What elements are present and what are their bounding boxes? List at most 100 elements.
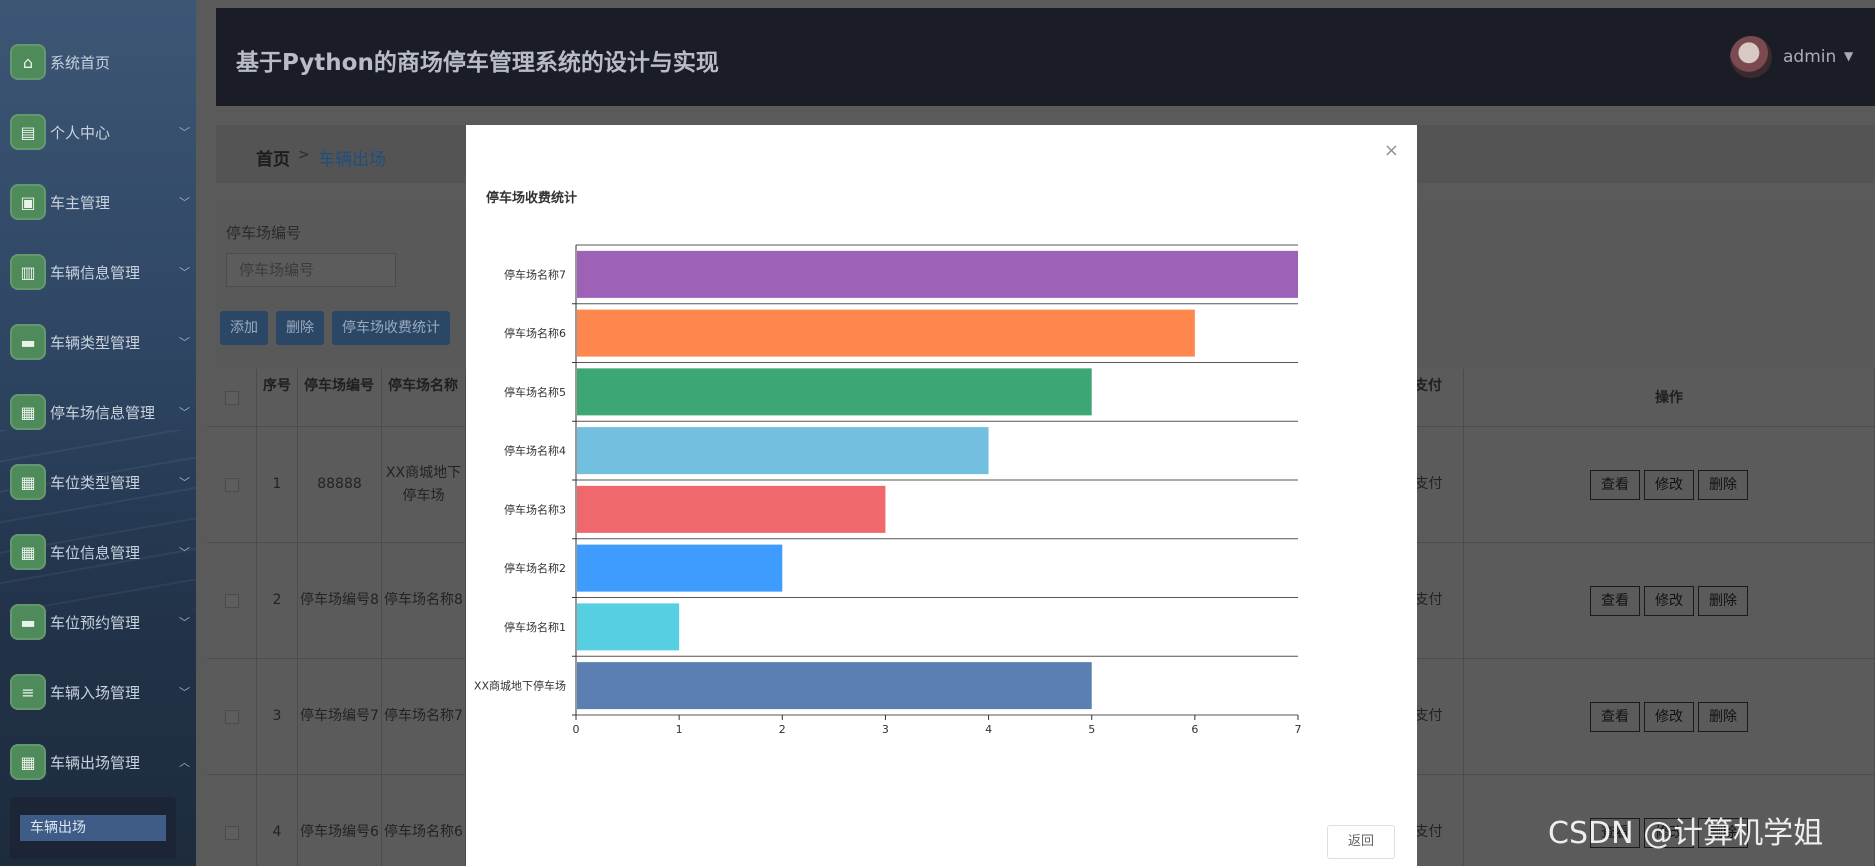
bar [577,368,1092,416]
column-header-seq: 序号 [257,369,298,427]
column-header-lot_name: 停车场名称 [382,369,466,427]
y-tick-label: 停车场名称5 [504,385,566,399]
chevron-down-icon: ﹀ [179,336,190,349]
sidebar-item-label: 车位预约管理 [50,613,141,632]
search-label: 停车场编号 [226,224,302,242]
bar [577,427,989,475]
stats-button[interactable]: 停车场收费统计 [332,311,450,345]
grid-icon: ▦ [10,464,46,500]
row-checkbox[interactable] [224,709,239,724]
y-tick-label: 停车场名称6 [504,326,566,340]
chevron-down-icon: ﹀ [179,616,190,629]
breadcrumb-separator: > [298,147,310,163]
view-row-button[interactable]: 查看 [1590,585,1640,616]
sidebar-item-label: 车主管理 [50,193,111,212]
cell-lot_no: 停车场编号7 [298,659,382,775]
sidebar-item-label: 车辆类型管理 [50,333,141,352]
bar [577,544,783,592]
sidebar-item-8[interactable]: ▬ 车位预约管理 ﹀ [10,602,190,642]
sidebar-item-2[interactable]: ▣ 车主管理 ﹀ [10,182,190,222]
bar [577,309,1195,357]
delete-button[interactable]: 删除 [276,311,324,345]
sidebar-subitem-vehicle-exit[interactable]: 车辆出场 [20,815,166,841]
view-row-button[interactable]: 查看 [1590,817,1640,848]
cell-lot_name: 停车场名称7 [382,659,466,775]
bar [577,250,1298,298]
x-tick-label: 1 [676,723,683,736]
close-icon[interactable]: × [1383,140,1399,161]
chevron-up-icon: ︿ [179,756,190,769]
app-title: 基于Python的商场停车管理系统的设计与实现 [236,50,719,76]
edit-row-button[interactable]: 修改 [1644,585,1694,616]
x-tick-label: 4 [985,723,992,736]
sidebar-item-5[interactable]: ▦ 停车场信息管理 ﹀ [10,392,190,432]
chevron-down-icon: ﹀ [179,546,190,559]
avatar[interactable] [1730,36,1772,78]
watermark: CSDN @计算机学姐 [1548,816,1824,851]
edit-row-button[interactable]: 修改 [1644,817,1694,848]
caret-down-icon[interactable]: ▼ [1844,49,1854,63]
row-select-cell [207,427,257,543]
cell-lot_name: 停车场名称6 [382,775,466,866]
clipboard-icon: ▥ [10,254,46,290]
sidebar-item-10[interactable]: ▦ 车辆出场管理 ︿ [10,742,190,782]
edit-row-button[interactable]: 修改 [1644,469,1694,500]
sidebar-item-label: 车辆信息管理 [50,263,141,282]
sidebar-item-4[interactable]: ▬ 车辆类型管理 ﹀ [10,322,190,362]
x-tick-label: 7 [1295,723,1302,736]
sidebar-item-1[interactable]: ▤ 个人中心 ﹀ [10,112,190,152]
sidebar-item-label: 车辆入场管理 [50,683,141,702]
view-row-button[interactable]: 查看 [1590,701,1640,732]
row-select-cell [207,543,257,659]
add-button[interactable]: 添加 [220,311,268,345]
sidebar-item-label: 系统首页 [50,53,111,72]
search-input[interactable]: 停车场编号 [226,253,396,287]
row-checkbox[interactable] [224,477,239,492]
cell-seq: 2 [257,543,298,659]
delete-row-button[interactable]: 删除 [1698,469,1748,500]
grid-icon: ▦ [10,744,46,780]
y-tick-label: 停车场名称3 [504,502,566,516]
row-checkbox[interactable] [224,593,239,608]
bar [577,603,680,651]
delete-row-button[interactable]: 删除 [1698,585,1748,616]
cell-seq: 3 [257,659,298,775]
back-button[interactable]: 返回 [1327,825,1395,859]
sidebar-item-9[interactable]: ≡ 车辆入场管理 ﹀ [10,672,190,712]
chevron-down-icon: ﹀ [179,266,190,279]
edit-row-button[interactable]: 修改 [1644,701,1694,732]
briefcase-icon: ▣ [10,184,46,220]
cell-lot_name: 停车场名称8 [382,543,466,659]
select-all-checkbox[interactable] [224,390,239,405]
sidebar-item-label: 车位类型管理 [50,473,141,492]
sidebar-item-0[interactable]: ⌂ 系统首页 [10,42,190,82]
user-card-icon: ▤ [10,114,46,150]
x-tick-label: 6 [1191,723,1198,736]
sliders-icon: ≡ [10,674,46,710]
user-name[interactable]: admin [1783,47,1837,67]
sidebar-item-3[interactable]: ▥ 车辆信息管理 ﹀ [10,252,190,292]
bar-chart: XX商城地下停车场 停车场名称1 停车场名称2 停车场名称3 停车场名称4 停车场名称5 停… [474,244,1302,736]
y-tick-label: XX商城地下停车场 [474,679,566,693]
chevron-down-icon: ﹀ [179,476,190,489]
row-checkbox[interactable] [224,825,239,840]
submenu-exit: 车辆出场 [10,797,176,859]
action-bar: 添加 删除 停车场收费统计 [220,311,450,345]
sidebar-item-6[interactable]: ▦ 车位类型管理 ﹀ [10,462,190,502]
x-tick-label: 5 [1088,723,1095,736]
sidebar-item-7[interactable]: ▦ 车位信息管理 ﹀ [10,532,190,572]
row-actions: 查看 修改 删除 [1464,775,1875,866]
monitor-icon: ▬ [10,324,46,360]
cell-lot_no: 停车场编号6 [298,775,382,866]
delete-row-button[interactable]: 删除 [1698,701,1748,732]
cell-lot_no: 停车场编号8 [298,543,382,659]
view-row-button[interactable]: 查看 [1590,469,1640,500]
breadcrumb-home[interactable]: 首页 [256,150,290,170]
grid-icon: ▦ [10,534,46,570]
row-select-cell [207,775,257,866]
sidebar-item-label: 车位信息管理 [50,543,141,562]
row-select-cell [207,659,257,775]
y-tick-label: 停车场名称1 [504,620,566,634]
delete-row-button[interactable]: 删除 [1698,817,1748,848]
chevron-down-icon: ﹀ [179,196,190,209]
